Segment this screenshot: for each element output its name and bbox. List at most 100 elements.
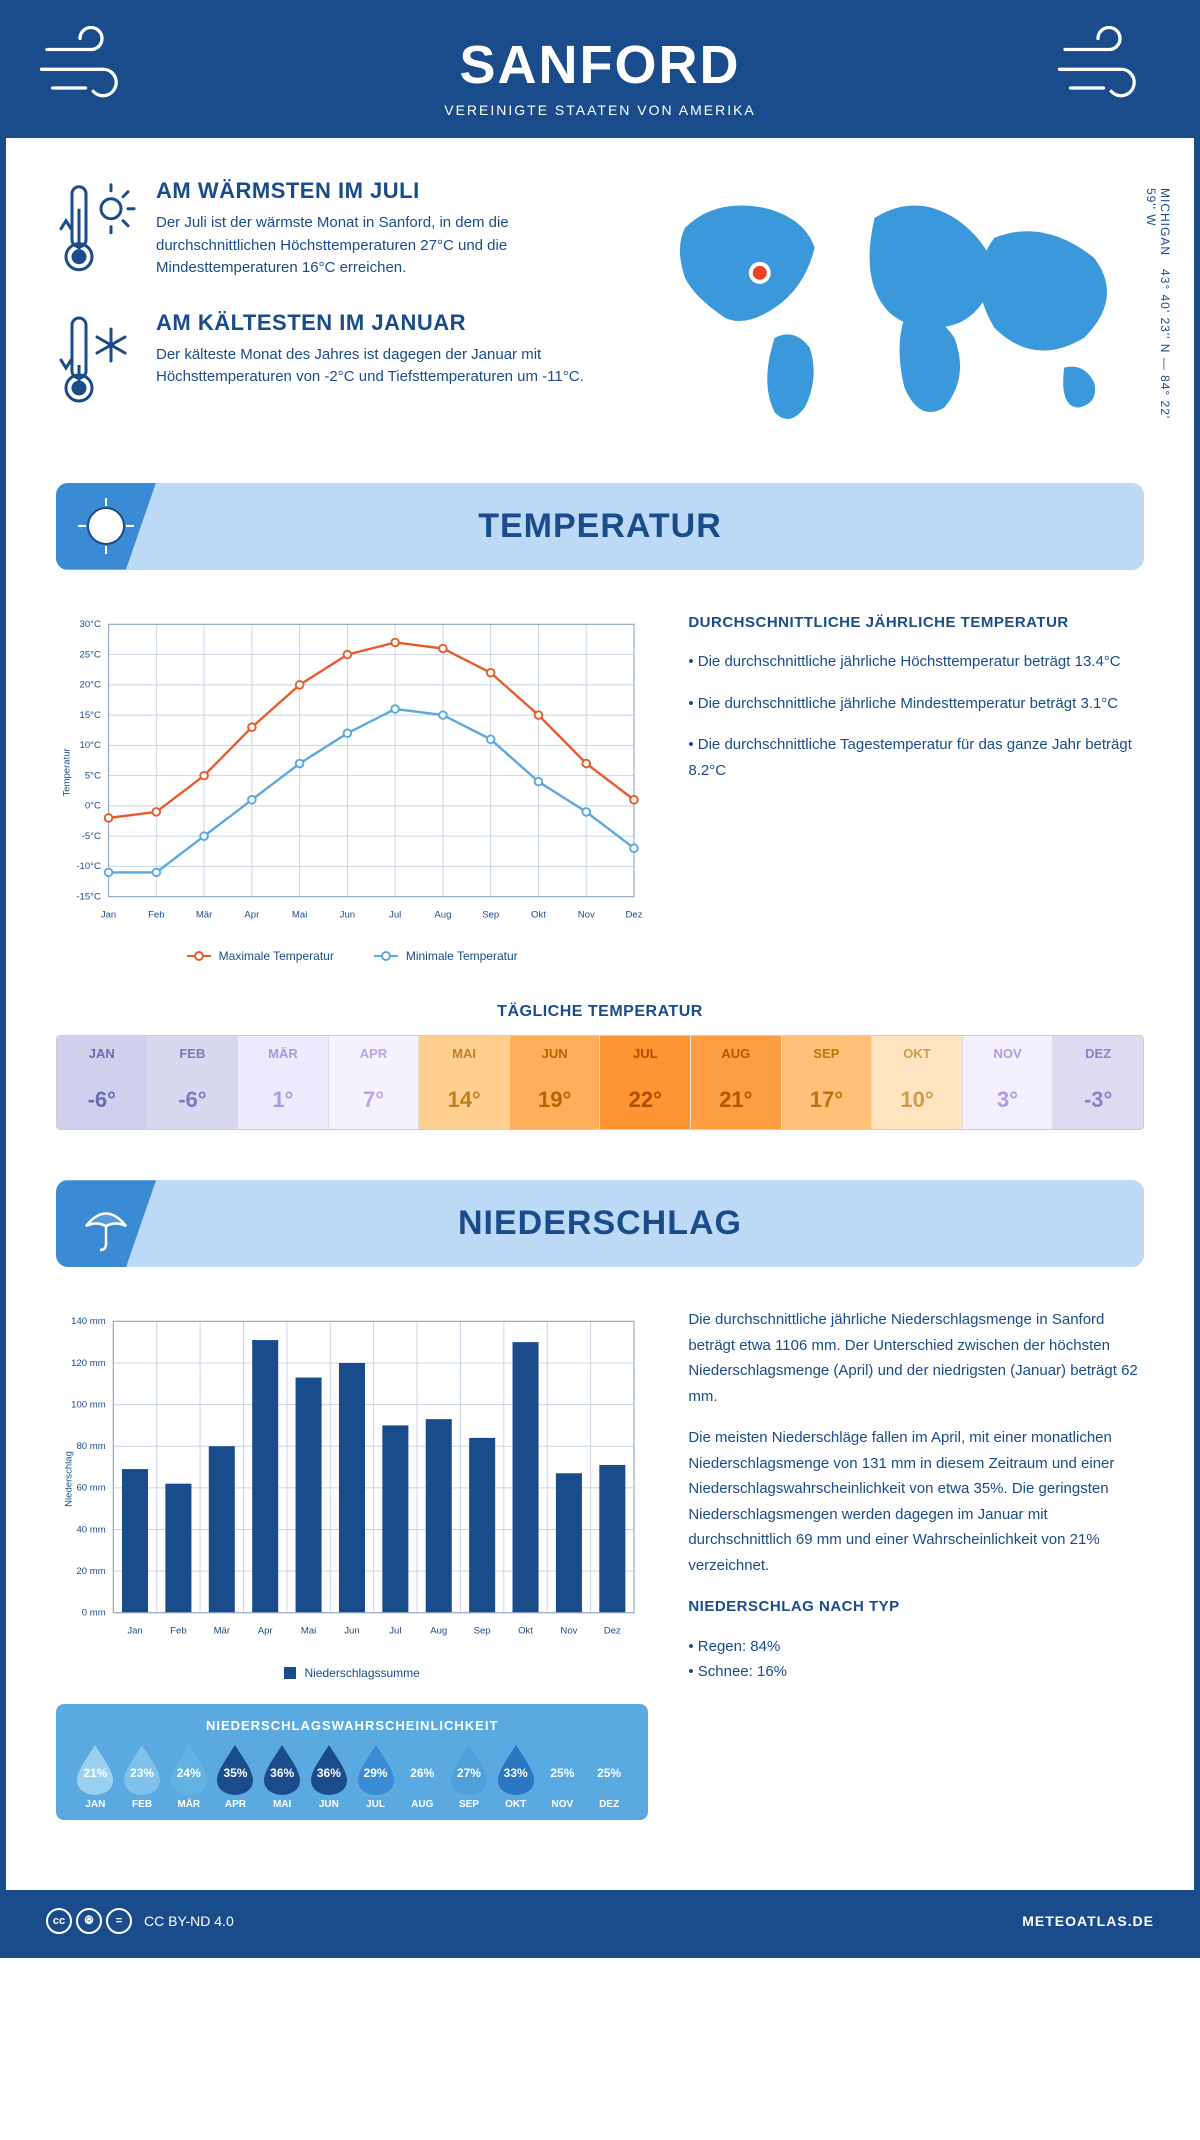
temp-cell: JAN-6°	[57, 1036, 148, 1129]
svg-text:25°C: 25°C	[80, 649, 101, 660]
by-icon: 🞋	[76, 1908, 102, 1934]
svg-text:Sep: Sep	[474, 1626, 491, 1637]
svg-text:40 mm: 40 mm	[76, 1525, 105, 1536]
thermometer-sun-icon	[56, 178, 136, 280]
temp-cell: FEB-6°	[148, 1036, 239, 1129]
svg-text:0 mm: 0 mm	[82, 1608, 106, 1619]
temp-cell: DEZ-3°	[1053, 1036, 1143, 1129]
fact-warmest: AM WÄRMSTEN IM JULI Der Juli ist der wär…	[56, 178, 605, 280]
probability-drop: 35%APR	[212, 1743, 259, 1810]
chart-legend: Niederschlagssumme	[56, 1666, 648, 1680]
svg-text:Mai: Mai	[292, 909, 307, 920]
svg-text:Nov: Nov	[560, 1626, 577, 1637]
svg-text:100 mm: 100 mm	[71, 1400, 106, 1411]
svg-text:Aug: Aug	[430, 1626, 447, 1637]
temp-cell: NOV3°	[963, 1036, 1054, 1129]
site-label: METEOATLAS.DE	[1022, 1913, 1154, 1929]
svg-text:Nov: Nov	[578, 909, 595, 920]
daily-temperature-table: JAN-6°FEB-6°MÄR1°APR7°MAI14°JUN19°JUL22°…	[56, 1035, 1144, 1130]
temp-cell: OKT10°	[872, 1036, 963, 1129]
svg-text:Mär: Mär	[196, 909, 213, 920]
precip-bar-chart: 0 mm20 mm40 mm60 mm80 mm100 mm120 mm140 …	[56, 1307, 648, 1651]
fact-text: Der kälteste Monat des Jahres ist dagege…	[156, 344, 605, 389]
svg-text:Jun: Jun	[344, 1626, 359, 1637]
content: AM WÄRMSTEN IM JULI Der Juli ist der wär…	[6, 138, 1194, 1890]
world-map-icon	[645, 178, 1144, 443]
svg-text:Mär: Mär	[214, 1626, 231, 1637]
probability-drop: 25%DEZ	[586, 1743, 633, 1810]
thermometer-snow-icon	[56, 310, 136, 410]
precip-text: Die durchschnittliche jährliche Niedersc…	[688, 1307, 1144, 1409]
svg-text:-10°C: -10°C	[76, 861, 101, 872]
probability-drop: 25%NOV	[539, 1743, 586, 1810]
temp-cell: APR7°	[329, 1036, 420, 1129]
svg-text:0°C: 0°C	[85, 800, 101, 811]
svg-text:Aug: Aug	[434, 909, 451, 920]
sun-icon	[56, 483, 156, 570]
probability-drop: 23%FEB	[119, 1743, 166, 1810]
fact-title: AM WÄRMSTEN IM JULI	[156, 178, 605, 204]
probability-title: NIEDERSCHLAGSWAHRSCHEINLICHKEIT	[72, 1718, 632, 1733]
svg-text:Feb: Feb	[170, 1626, 186, 1637]
cc-icons: cc 🞋 =	[46, 1908, 132, 1934]
svg-text:-15°C: -15°C	[76, 891, 101, 902]
svg-text:30°C: 30°C	[80, 619, 101, 630]
footer: cc 🞋 = CC BY-ND 4.0 METEOATLAS.DE	[6, 1890, 1194, 1952]
fact-title: AM KÄLTESTEN IM JANUAR	[156, 310, 605, 336]
svg-text:20°C: 20°C	[80, 679, 101, 690]
svg-text:60 mm: 60 mm	[76, 1483, 105, 1494]
svg-text:-5°C: -5°C	[82, 830, 101, 841]
svg-text:Jul: Jul	[389, 1626, 401, 1637]
temp-cell: SEP17°	[782, 1036, 873, 1129]
temperature-line-chart: -15°C -10°C -5°C 0°C 5°C 10°C 15°C 20°C 25°C 30°C…	[56, 610, 648, 935]
svg-text:Jul: Jul	[389, 909, 401, 920]
temperature-banner: TEMPERATUR	[56, 483, 1144, 570]
precip-section: 0 mm20 mm40 mm60 mm80 mm100 mm120 mm140 …	[56, 1307, 1144, 1820]
coordinates-label: MICHIGAN 43° 40' 23'' N — 84° 22' 59'' W	[1144, 188, 1172, 443]
temp-cell: MÄR1°	[238, 1036, 329, 1129]
svg-text:Dez: Dez	[626, 909, 643, 920]
daily-temp-title: TÄGLICHE TEMPERATUR	[56, 1003, 1144, 1021]
svg-text:Jan: Jan	[101, 909, 116, 920]
summary-bullet: • Die durchschnittliche jährliche Höchst…	[688, 649, 1144, 675]
precip-text: Die meisten Niederschläge fallen im Apri…	[688, 1425, 1144, 1578]
page-subtitle: VEREINIGTE STAATEN VON AMERIKA	[6, 102, 1194, 118]
probability-drop: 21%JAN	[72, 1743, 119, 1810]
probability-drop: 36%MAI	[259, 1743, 306, 1810]
svg-text:10°C: 10°C	[80, 740, 101, 751]
svg-text:Okt: Okt	[518, 1626, 533, 1637]
temp-cell: AUG21°	[691, 1036, 782, 1129]
probability-drop: 33%OKT	[492, 1743, 539, 1810]
svg-text:Apr: Apr	[244, 909, 260, 920]
fact-text: Der Juli ist der wärmste Monat in Sanfor…	[156, 212, 605, 280]
probability-drop: 26%AUG	[399, 1743, 446, 1810]
svg-text:Feb: Feb	[148, 909, 164, 920]
svg-text:15°C: 15°C	[80, 709, 101, 720]
svg-text:Dez: Dez	[604, 1626, 621, 1637]
temp-cell: JUN19°	[510, 1036, 601, 1129]
chart-legend: .legend-item:nth-child(1) .legend-swatch…	[56, 949, 648, 963]
precip-type-heading: NIEDERSCHLAG NACH TYP	[688, 1594, 1144, 1620]
svg-text:Jun: Jun	[340, 909, 355, 920]
license-label: CC BY-ND 4.0	[144, 1913, 234, 1929]
svg-text:Jan: Jan	[127, 1626, 142, 1637]
svg-text:140 mm: 140 mm	[71, 1317, 106, 1328]
svg-text:Temperatur: Temperatur	[61, 747, 72, 796]
svg-text:Mai: Mai	[301, 1626, 316, 1637]
svg-text:Apr: Apr	[258, 1626, 274, 1637]
svg-text:Niederschlag: Niederschlag	[63, 1451, 74, 1507]
svg-text:5°C: 5°C	[85, 770, 101, 781]
cc-icon: cc	[46, 1908, 72, 1934]
svg-text:120 mm: 120 mm	[71, 1358, 106, 1369]
wind-icon	[1054, 26, 1164, 106]
map-region: MICHIGAN 43° 40' 23'' N — 84° 22' 59'' W	[645, 178, 1144, 443]
svg-text:Okt: Okt	[531, 909, 546, 920]
precip-probability-box: NIEDERSCHLAGSWAHRSCHEINLICHKEIT 21%JAN23…	[56, 1704, 648, 1820]
page-title: SANFORD	[6, 34, 1194, 96]
precip-banner: NIEDERSCHLAG	[56, 1180, 1144, 1267]
section-title: TEMPERATUR	[56, 507, 1144, 546]
probability-drop: 29%JUL	[352, 1743, 399, 1810]
umbrella-icon	[56, 1180, 156, 1267]
summary-heading: DURCHSCHNITTLICHE JÄHRLICHE TEMPERATUR	[688, 610, 1144, 636]
wind-icon	[36, 26, 146, 106]
